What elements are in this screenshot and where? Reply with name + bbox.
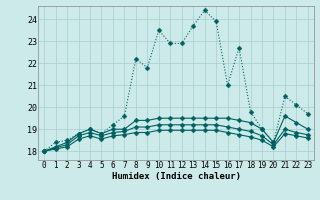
- X-axis label: Humidex (Indice chaleur): Humidex (Indice chaleur): [111, 172, 241, 181]
